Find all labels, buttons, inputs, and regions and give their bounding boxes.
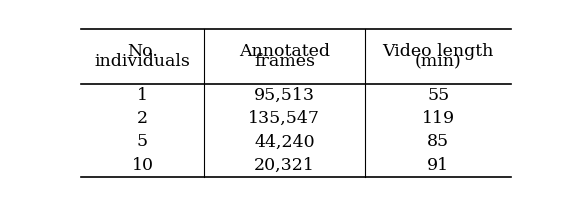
Text: No.: No. bbox=[127, 43, 158, 60]
Text: 135,547: 135,547 bbox=[249, 110, 320, 127]
Text: (min): (min) bbox=[415, 53, 461, 70]
Text: Video length: Video length bbox=[383, 43, 494, 60]
Text: frames: frames bbox=[254, 53, 315, 70]
Text: 91: 91 bbox=[427, 157, 449, 174]
Text: 119: 119 bbox=[421, 110, 455, 127]
Text: Annotated: Annotated bbox=[239, 43, 330, 60]
Text: 2: 2 bbox=[137, 110, 148, 127]
Text: 5: 5 bbox=[137, 133, 148, 151]
Text: 10: 10 bbox=[131, 157, 154, 174]
Text: 1: 1 bbox=[137, 87, 148, 104]
Text: individuals: individuals bbox=[95, 53, 190, 70]
Text: 55: 55 bbox=[427, 87, 449, 104]
Text: 85: 85 bbox=[427, 133, 449, 151]
Text: 20,321: 20,321 bbox=[254, 157, 315, 174]
Text: 44,240: 44,240 bbox=[254, 133, 314, 151]
Text: 95,513: 95,513 bbox=[254, 87, 315, 104]
